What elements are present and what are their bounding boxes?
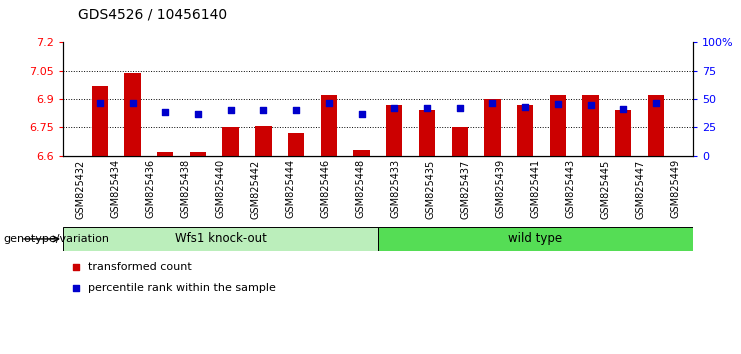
Bar	[222, 127, 239, 156]
Text: GSM825436: GSM825436	[145, 159, 156, 218]
Point	[290, 108, 302, 113]
Bar	[648, 95, 664, 156]
Bar	[451, 127, 468, 156]
Text: GSM825433: GSM825433	[391, 159, 400, 218]
Bar	[190, 152, 206, 156]
Text: GSM825443: GSM825443	[565, 159, 575, 218]
Text: GSM825437: GSM825437	[460, 159, 471, 218]
Point	[552, 101, 564, 107]
Point	[585, 102, 597, 108]
Bar	[63, 227, 378, 251]
Bar	[378, 227, 693, 251]
Bar	[386, 105, 402, 156]
Point	[421, 105, 433, 111]
Text: GSM825445: GSM825445	[600, 159, 611, 218]
Text: GSM825432: GSM825432	[76, 159, 85, 218]
Point	[650, 100, 662, 105]
Point	[453, 105, 465, 111]
Text: GSM825446: GSM825446	[320, 159, 330, 218]
Bar	[615, 110, 631, 156]
Point	[617, 107, 629, 112]
Text: percentile rank within the sample: percentile rank within the sample	[88, 283, 276, 293]
Point	[192, 111, 204, 117]
Text: wild type: wild type	[508, 233, 562, 245]
Point	[225, 108, 236, 113]
Text: GSM825448: GSM825448	[356, 159, 365, 218]
Bar	[321, 95, 337, 156]
Text: GSM825442: GSM825442	[250, 159, 260, 218]
Text: GDS4526 / 10456140: GDS4526 / 10456140	[78, 7, 227, 21]
Bar	[124, 73, 141, 156]
Bar	[419, 110, 435, 156]
Point	[519, 104, 531, 110]
Point	[257, 108, 269, 113]
Text: transformed count: transformed count	[88, 262, 192, 272]
Point	[94, 100, 106, 105]
Bar	[353, 150, 370, 156]
Bar	[517, 105, 534, 156]
Point	[487, 100, 499, 105]
Bar	[255, 126, 271, 156]
Bar	[288, 133, 305, 156]
Text: GSM825449: GSM825449	[671, 159, 680, 218]
Point	[323, 100, 335, 105]
Point	[70, 264, 82, 270]
Text: GSM825439: GSM825439	[496, 159, 505, 218]
Text: GSM825438: GSM825438	[181, 159, 190, 218]
Text: genotype/variation: genotype/variation	[4, 234, 110, 244]
Text: GSM825435: GSM825435	[425, 159, 436, 218]
Bar	[582, 95, 599, 156]
Text: Wfs1 knock-out: Wfs1 knock-out	[175, 233, 266, 245]
Bar	[550, 95, 566, 156]
Bar	[157, 152, 173, 156]
Text: GSM825434: GSM825434	[110, 159, 121, 218]
Point	[70, 285, 82, 291]
Bar	[92, 86, 108, 156]
Bar	[485, 99, 501, 156]
Text: GSM825440: GSM825440	[216, 159, 225, 218]
Point	[159, 109, 171, 114]
Point	[388, 105, 400, 111]
Point	[356, 111, 368, 117]
Text: GSM825441: GSM825441	[531, 159, 540, 218]
Text: GSM825444: GSM825444	[285, 159, 296, 218]
Point	[127, 100, 139, 105]
Text: GSM825447: GSM825447	[635, 159, 645, 218]
